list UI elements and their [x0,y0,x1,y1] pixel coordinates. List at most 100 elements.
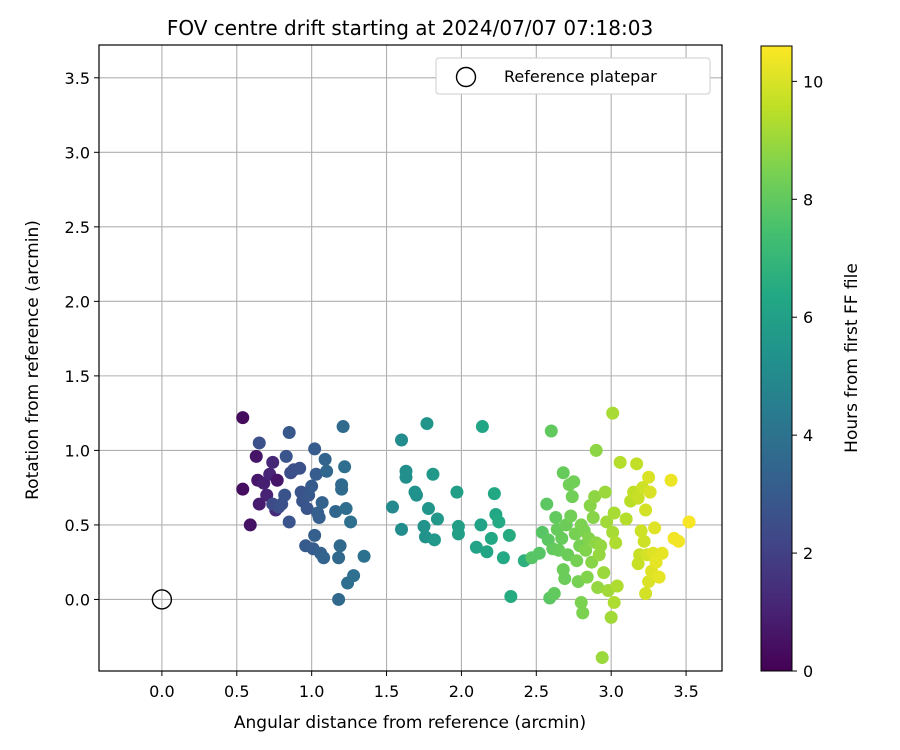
data-point [556,466,570,480]
legend-marker [455,66,477,88]
y-tick-label: 3.5 [65,69,90,88]
colorbar-gradient [760,45,793,672]
reference-platepar-marker [151,589,173,610]
data-point [270,473,284,487]
data-point [469,540,483,554]
colorbar-tick-label: 8 [803,190,813,209]
data-point [606,406,620,420]
data-point [648,521,662,535]
data-point [347,569,361,583]
x-tick-label: 0.5 [224,682,249,701]
data-point [329,505,343,519]
data-point [427,533,441,547]
data-point [502,528,516,542]
data-points [236,406,696,665]
data-point [579,543,593,557]
data-point [430,512,444,526]
data-point [420,417,434,431]
y-tick-label: 3.0 [65,143,90,162]
data-point [484,531,498,545]
data-point [282,426,296,440]
data-point [249,449,263,463]
legend: Reference platepar [435,57,711,95]
data-point [574,595,588,609]
data-point [451,527,465,541]
data-point [639,586,653,600]
data-point [308,442,322,456]
data-point [613,455,627,469]
data-point [631,491,645,505]
grid-lines [99,45,722,671]
legend-label: Reference platepar [504,67,657,86]
colorbar: 0 2 4 6 8 10 Hours from first FF file [760,45,862,681]
data-point [333,539,347,553]
data-point [604,610,618,624]
data-point [643,485,657,499]
data-point [480,545,494,559]
data-point [305,479,319,493]
data-point [309,467,323,481]
x-axis-ticks: 0.0 0.5 1.0 1.5 2.0 2.5 3.0 3.5 [149,671,699,701]
chart-title: FOV centre drift starting at 2024/07/07 … [167,16,653,40]
data-point [586,510,600,524]
data-point [278,488,292,502]
data-point [609,536,623,550]
data-point [594,539,608,553]
x-tick-label: 3.5 [673,682,698,701]
data-point [606,525,620,539]
data-point [266,455,280,469]
data-point [320,464,334,478]
x-tick-label: 1.5 [374,682,399,701]
data-point [588,490,602,504]
colorbar-tick-label: 6 [803,308,813,327]
y-tick-label: 1.0 [65,441,90,460]
data-point [336,420,350,434]
data-point [652,570,666,584]
data-point [236,482,250,496]
colorbar-tick-label: 10 [803,72,823,91]
data-point [532,546,546,560]
data-point [595,651,609,665]
data-point [682,515,696,529]
data-point [570,554,584,568]
colorbar-tick-label: 2 [803,544,813,563]
data-point [630,457,644,471]
data-point [395,433,409,447]
data-point [315,496,329,510]
y-tick-label: 0.5 [65,516,90,535]
y-axis-ticks: 0.0 0.5 1.0 1.5 2.0 2.5 3.0 3.5 [65,69,99,609]
data-point [308,528,322,542]
y-tick-label: 2.0 [65,292,90,311]
x-tick-label: 3.0 [598,682,623,701]
data-point [564,509,578,523]
data-point [395,522,409,536]
data-point [610,579,624,593]
data-point [589,443,603,457]
data-point [252,497,266,511]
data-point [357,549,371,563]
data-point [642,470,656,484]
data-point [421,502,435,516]
data-point [279,449,293,463]
data-point [639,503,653,517]
data-point [243,518,257,532]
data-point [600,515,614,529]
colorbar-ticks: 0 2 4 6 8 10 [792,72,823,681]
data-point [399,470,413,484]
legend-box [435,57,711,95]
data-point [474,518,488,532]
x-tick-label: 0.0 [149,682,174,701]
data-point [339,502,353,516]
data-point [642,575,656,589]
data-point [318,452,332,466]
data-point [426,467,440,481]
y-tick-label: 1.5 [65,367,90,386]
colorbar-tick-label: 4 [803,426,813,445]
data-point [496,551,510,565]
data-point [335,478,349,492]
data-point [547,586,561,600]
data-point [293,461,307,475]
data-point [558,572,572,586]
data-point [619,512,633,526]
data-point [567,475,581,489]
